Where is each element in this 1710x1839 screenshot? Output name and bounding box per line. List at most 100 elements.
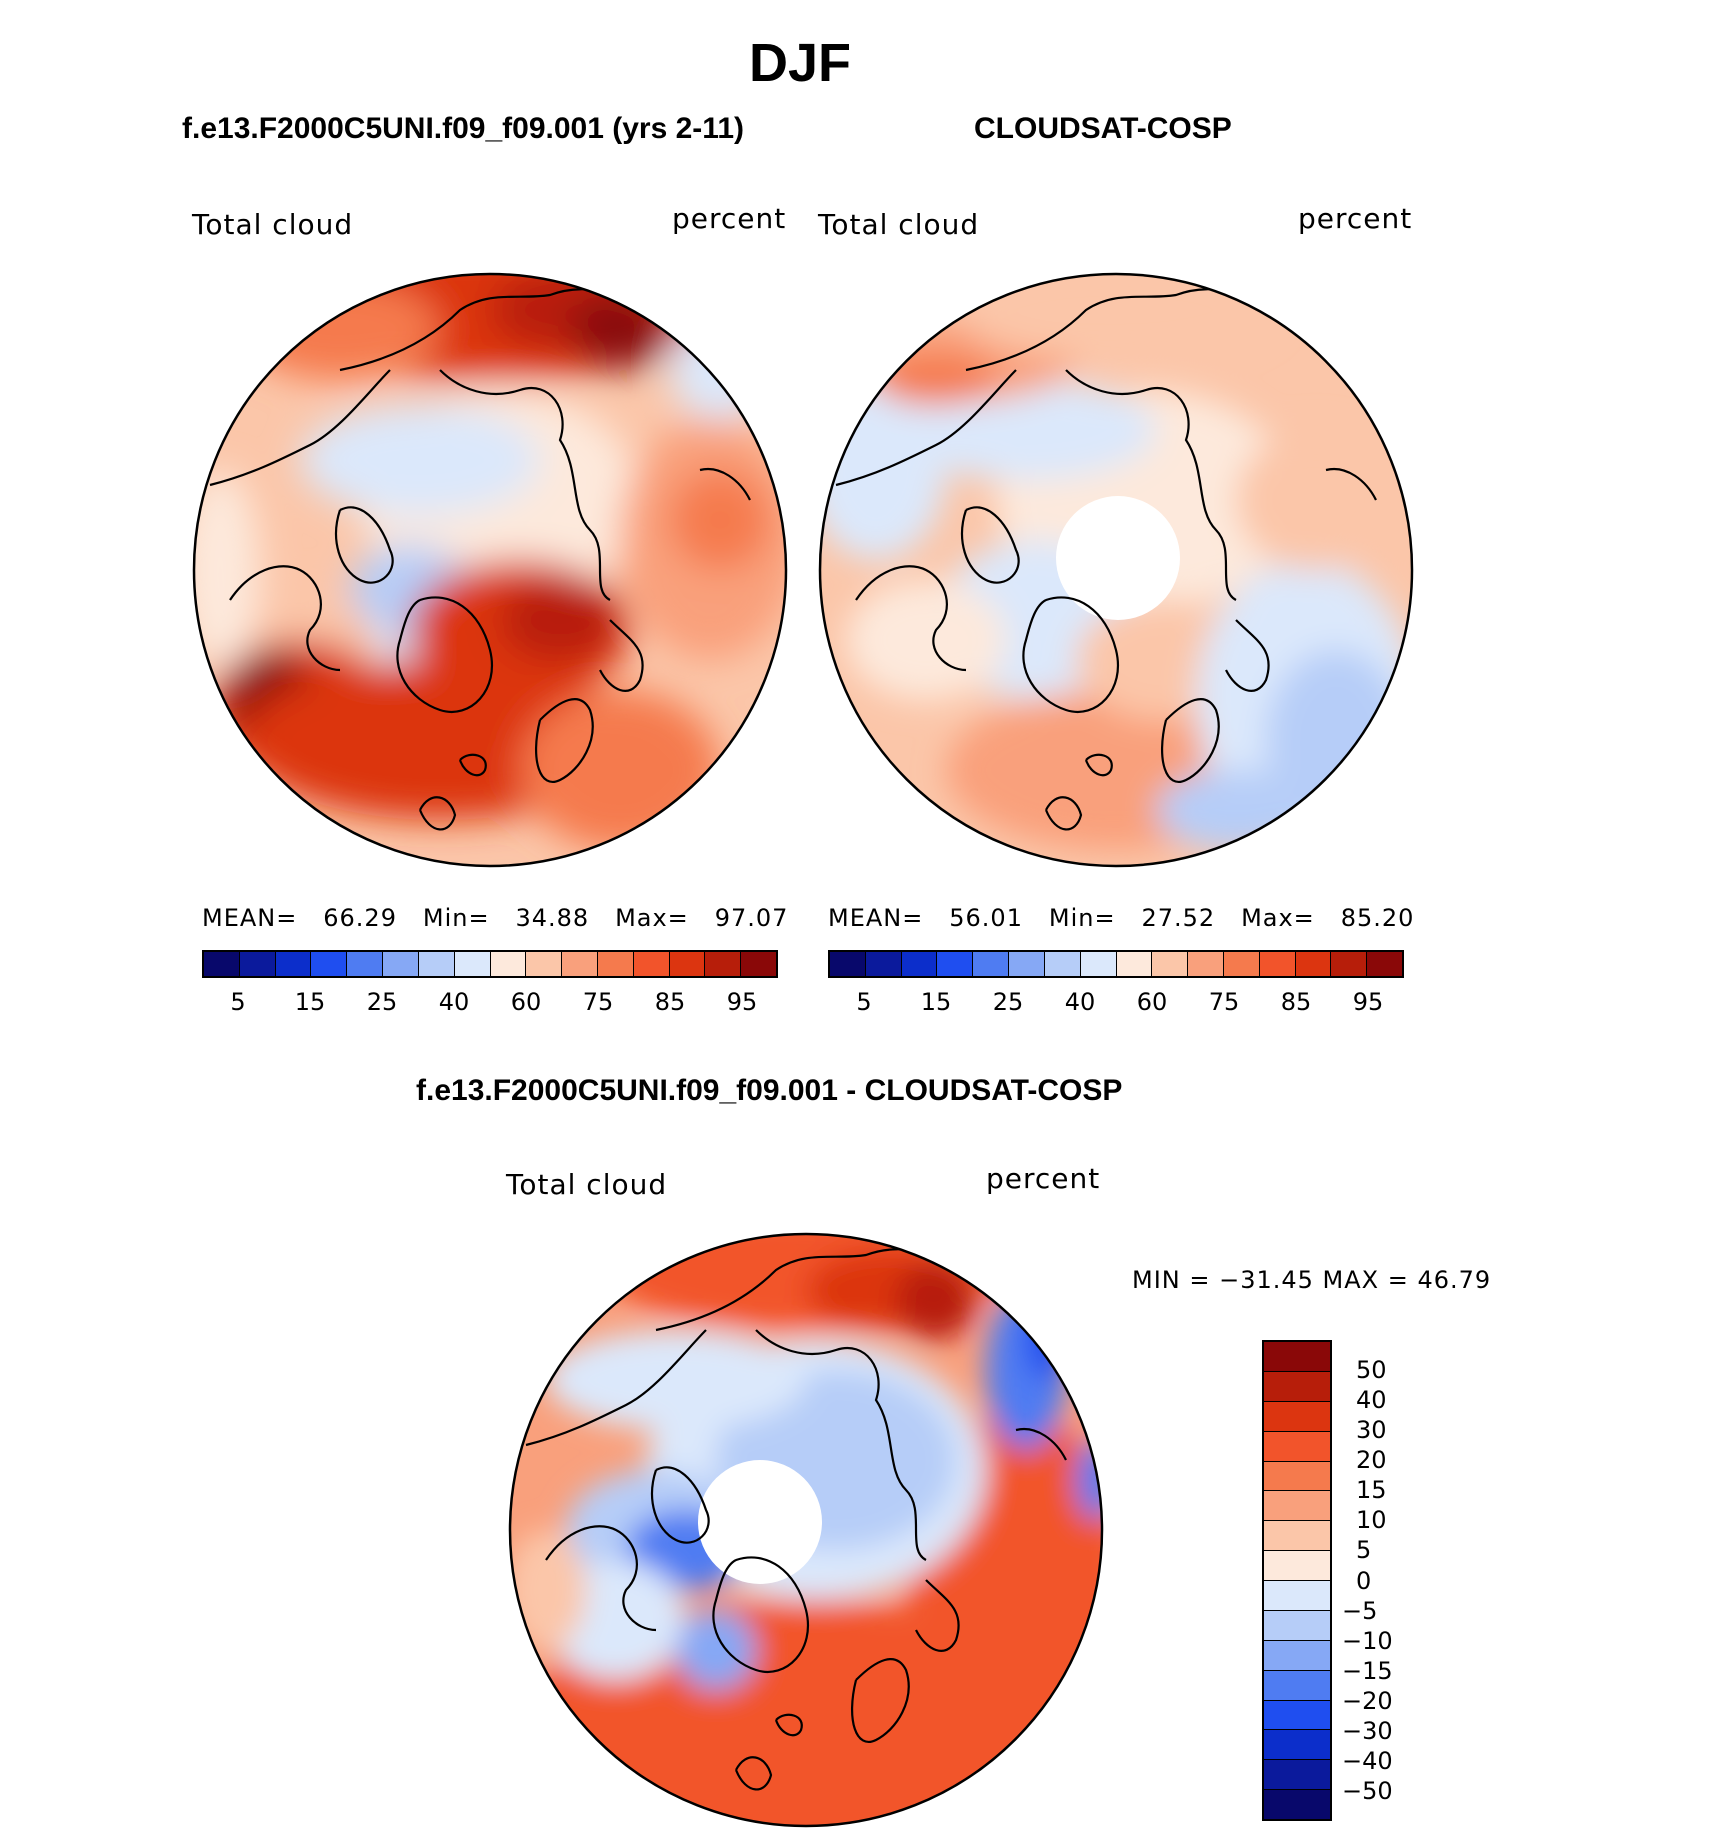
- panel1-units-label: percent: [672, 202, 787, 235]
- diff-colorbar-box: [1264, 1401, 1330, 1432]
- panel1-colorbar-box: [562, 952, 598, 976]
- diff-minmax: MIN = −31.45 MAX = 46.79: [1132, 1266, 1492, 1294]
- diff-variable-label: Total cloud: [506, 1168, 668, 1201]
- panel1-max-label: Max=: [615, 904, 689, 932]
- panel2-colorbar-box: [1259, 952, 1296, 976]
- diff-colorbar-box: [1264, 1760, 1330, 1791]
- diff-colorbar-tick-label: −40: [1342, 1746, 1393, 1775]
- diff-colorbar-tick-label: 15: [1356, 1476, 1387, 1505]
- diff-colorbar-tick-label: −30: [1342, 1716, 1393, 1745]
- panel1-min-value: 34.88: [515, 904, 590, 932]
- panel1-colorbar-box: [347, 952, 384, 976]
- diff-colorbar: [1262, 1340, 1332, 1821]
- panel2-units-label: percent: [1298, 202, 1413, 235]
- panel2-colorbar-tick-label: 95: [1352, 988, 1384, 1016]
- panel2-max-label: Max=: [1241, 904, 1315, 932]
- diff-colorbar-tick-label: 30: [1356, 1416, 1387, 1445]
- panel2-colorbar-tick-label: 15: [920, 988, 952, 1016]
- diff-map: [508, 1232, 1104, 1828]
- panel2-colorbar-box: [1188, 952, 1224, 976]
- diff-colorbar-tick-label: −5: [1342, 1596, 1378, 1625]
- panel1-colorbar: [202, 950, 778, 978]
- panel2-min-label: Min=: [1048, 904, 1116, 932]
- panel1-mean-value: 66.29: [323, 904, 397, 932]
- diff-colorbar-box: [1264, 1670, 1330, 1701]
- panel1-colorbar-box: [204, 952, 240, 976]
- diff-colorbar-tick-label: 40: [1356, 1386, 1387, 1415]
- panel2-colorbar-box: [1009, 952, 1045, 976]
- diff-colorbar-box: [1264, 1700, 1330, 1731]
- diff-colorbar-ticks: 50 40 30 20 15 10 5 0 −5 −10 −15 −20 −30 −40 −50: [1342, 1340, 1462, 1821]
- diff-colorbar-box: [1264, 1371, 1330, 1402]
- panel1-colorbar-box: [454, 952, 491, 976]
- panel1-colorbar-box: [705, 952, 742, 976]
- panel2-mean-label: MEAN=: [828, 904, 924, 932]
- panel1-colorbar-tick-label: 75: [582, 988, 614, 1016]
- panel1-colorbar-box: [597, 952, 634, 976]
- panel1-colorbar-box: [239, 952, 276, 976]
- panel1-colorbar-box: [311, 952, 348, 976]
- panel1-colorbar-box: [383, 952, 419, 976]
- diff-colorbar-tick-label: −15: [1342, 1656, 1393, 1685]
- panel1-colorbar-tick-label: 95: [726, 988, 758, 1016]
- panel1-colorbar-tick-label: 85: [654, 988, 686, 1016]
- diff-colorbar-box: [1264, 1431, 1330, 1462]
- diff-units-label: percent: [986, 1162, 1101, 1195]
- panel2-colorbar-box: [973, 952, 1010, 976]
- panel1-max-value: 97.07: [714, 904, 789, 932]
- panel2-colorbar-box: [901, 952, 938, 976]
- panel2-colorbar-tick-label: 60: [1136, 988, 1168, 1016]
- diff-title: f.e13.F2000C5UNI.f09_f09.001 - CLOUDSAT-…: [416, 1074, 1123, 1107]
- panel2-colorbar-box: [1116, 952, 1153, 976]
- panel2-colorbar: [828, 950, 1404, 978]
- diff-colorbar-tick-label: 50: [1356, 1356, 1387, 1385]
- diff-colorbar-box: [1264, 1461, 1330, 1492]
- panel2-title: CLOUDSAT-COSP: [974, 112, 1232, 145]
- panel1-colorbar-tick-label: 40: [438, 988, 470, 1016]
- panel2-colorbar-box: [830, 952, 866, 976]
- panel1-colorbar-tick-label: 60: [510, 988, 542, 1016]
- panel1-colorbar-box: [490, 952, 527, 976]
- panel2-colorbar-tick-label: 85: [1280, 988, 1312, 1016]
- diff-colorbar-box: [1264, 1551, 1330, 1581]
- panel1-stats: MEAN= 66.29 Min= 34.88 Max= 97.07: [202, 904, 788, 932]
- diff-colorbar-box: [1264, 1521, 1330, 1552]
- panel2-colorbar-box: [1331, 952, 1368, 976]
- diff-colorbar-tick-label: −50: [1342, 1776, 1393, 1805]
- panel1-colorbar-ticks: 5 15 25 40 60 75 85 95: [202, 988, 778, 1018]
- panel2-colorbar-box: [1223, 952, 1260, 976]
- panel2-colorbar-box: [1152, 952, 1189, 976]
- panel1-colorbar-box: [741, 952, 776, 976]
- panel2-variable-label: Total cloud: [818, 208, 980, 241]
- diff-colorbar-tick-label: −20: [1342, 1686, 1393, 1715]
- panel1-variable-label: Total cloud: [192, 208, 354, 241]
- panel1-colorbar-box: [669, 952, 706, 976]
- diff-colorbar-box: [1264, 1640, 1330, 1671]
- panel2-colorbar-box: [1080, 952, 1117, 976]
- panel1-map: [192, 272, 788, 868]
- diff-colorbar-tick-label: 5: [1356, 1536, 1372, 1565]
- diff-colorbar-tick-label: −10: [1342, 1626, 1393, 1655]
- panel2-colorbar-box: [1044, 952, 1081, 976]
- panel2-colorbar-ticks: 5 15 25 40 60 75 85 95: [828, 988, 1404, 1018]
- diff-colorbar-box: [1264, 1610, 1330, 1641]
- diff-colorbar-tick-label: 10: [1356, 1506, 1387, 1535]
- diff-colorbar-box: [1264, 1790, 1330, 1819]
- diff-colorbar-tick-label: 20: [1356, 1446, 1387, 1475]
- diff-colorbar-tick-label: 0: [1356, 1566, 1372, 1595]
- diff-colorbar-box: [1264, 1581, 1330, 1611]
- panel2-colorbar-tick-label: 40: [1064, 988, 1096, 1016]
- panel2-map: [818, 272, 1414, 868]
- diff-colorbar-box: [1264, 1342, 1330, 1372]
- panel1-mean-label: MEAN=: [202, 904, 298, 932]
- panel2-colorbar-tick-label: 5: [856, 988, 872, 1016]
- panel2-colorbar-box: [1295, 952, 1332, 976]
- panel1-colorbar-box: [633, 952, 670, 976]
- panel1-colorbar-tick-label: 15: [294, 988, 326, 1016]
- panel1-title: f.e13.F2000C5UNI.f09_f09.001 (yrs 2-11): [182, 112, 745, 145]
- panel1-colorbar-tick-label: 5: [230, 988, 246, 1016]
- panel2-mean-value: 56.01: [949, 904, 1023, 932]
- panel2-colorbar-tick-label: 25: [992, 988, 1024, 1016]
- panel1-colorbar-box: [526, 952, 563, 976]
- diff-colorbar-box: [1264, 1491, 1330, 1522]
